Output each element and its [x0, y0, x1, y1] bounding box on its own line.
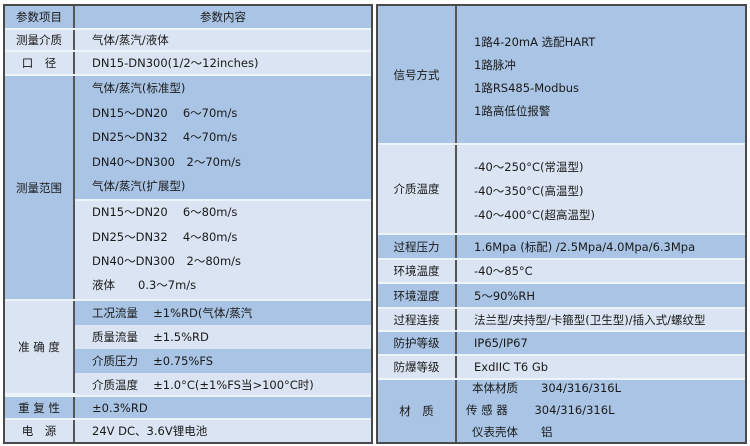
row-accuracy: 准 确 度 工况流量 ±1%RD(气体/蒸汽 质量流量 ±1.5%RD 介质压力… [5, 299, 371, 397]
signal-line: 1路RS485-Modbus [474, 81, 580, 95]
header-row: 参数项目 参数内容 [5, 6, 371, 30]
row-protection: 防护等级 IP65/IP67 [378, 332, 745, 356]
row-power: 电 源 24V DC、3.6V锂电池 [5, 420, 371, 442]
row-ambient-temp: 环境温度 -40～85°C [378, 260, 745, 284]
row-pressure: 过程压力 1.6Mpa (标配) /2.5Mpa/4.0Mpa/6.3Mpa [378, 235, 745, 260]
header-value: 参数内容 [200, 10, 246, 24]
range-line: DN25～DN32 4～70m/s [92, 130, 238, 144]
material-line: 传 感 器 304/316/316L [466, 403, 615, 417]
row-value: ±0.3%RD [92, 400, 148, 415]
row-value: 本体材质 304/316/316L 传 感 器 304/316/316L 仪表壳… [457, 380, 745, 442]
row-explosion: 防爆等级 ExdIIC T6 Gb [378, 356, 745, 380]
accuracy-line: 介质压力 ±0.75%FS [75, 349, 371, 373]
row-value: DN15-DN300(1/2～12inches) [92, 56, 259, 70]
header-key: 参数项目 [5, 6, 75, 28]
row-key: 重 复 性 [5, 397, 75, 418]
row-medium-temp: 介质温度 -40～250°C(常温型) -40～350°C(高温型) -40～4… [378, 145, 745, 235]
row-value: 5～90%RH [474, 288, 536, 303]
row-key: 测量范围 [5, 76, 75, 299]
row-value: 气体/蒸汽(标准型) DN15～DN20 6～70m/s DN25～DN32 4… [75, 76, 371, 299]
row-diameter: 口 径 DN15-DN300(1/2～12inches) [5, 52, 371, 76]
row-humidity: 环境湿度 5～90%RH [378, 284, 745, 309]
range-line: 气体/蒸汽(扩展型) [92, 179, 186, 193]
range-line: DN15～DN20 6～70m/s [92, 105, 238, 120]
signal-line: 1路4-20mA 选配HART [474, 35, 596, 49]
row-key: 防护等级 [378, 332, 457, 354]
temp-line: -40～400°C(超高温型) [474, 208, 595, 222]
row-key: 环境温度 [378, 260, 457, 282]
row-key: 口 径 [5, 52, 75, 74]
row-value: ExdIIC T6 Gb [474, 360, 549, 374]
row-key: 信号方式 [378, 6, 457, 143]
accuracy-line: 质量流量 ±1.5%RD [75, 325, 371, 349]
row-value: 1路4-20mA 选配HART 1路脉冲 1路RS485-Modbus 1路高低… [457, 6, 745, 143]
row-material: 材 质 本体材质 304/316/316L 传 感 器 304/316/316L… [378, 380, 745, 442]
row-key: 防爆等级 [378, 356, 457, 378]
row-value: 气体/蒸汽/液体 [92, 33, 169, 47]
row-value: IP65/IP67 [474, 336, 528, 350]
row-key: 过程压力 [378, 235, 457, 258]
row-signal: 信号方式 1路4-20mA 选配HART 1路脉冲 1路RS485-Modbus… [378, 6, 745, 145]
temp-line: -40～350°C(高温型) [474, 184, 584, 198]
accuracy-line: 介质温度 ±1.0°C(±1%FS当>100°C时) [75, 373, 371, 397]
range-line: 气体/蒸汽(标准型) [92, 81, 186, 95]
row-key: 电 源 [5, 420, 75, 442]
row-value: 1.6Mpa (标配) /2.5Mpa/4.0Mpa/6.3Mpa [474, 239, 696, 254]
range-line: DN40～DN300 2～70m/s [92, 154, 242, 169]
range-line: DN40～DN300 2～80m/s [92, 254, 242, 268]
row-key: 介质温度 [378, 145, 457, 233]
row-value: -40～250°C(常温型) -40～350°C(高温型) -40～400°C(… [457, 145, 745, 233]
range-line: DN25～DN32 4～80m/s [92, 230, 238, 244]
range-line: DN15～DN20 6～80m/s [92, 205, 238, 219]
row-key: 准 确 度 [5, 301, 75, 393]
row-key: 材 质 [378, 380, 457, 442]
row-range: 测量范围 气体/蒸汽(标准型) DN15～DN20 6～70m/s DN25～D… [5, 76, 371, 299]
row-key: 测量介质 [5, 30, 75, 50]
row-connection: 过程连接 法兰型/夹持型/卡箍型(卫生型)/插入式/螺纹型 [378, 309, 745, 332]
spec-table-right: 信号方式 1路4-20mA 选配HART 1路脉冲 1路RS485-Modbus… [376, 4, 747, 444]
row-value: 24V DC、3.6V锂电池 [92, 424, 208, 438]
signal-line: 1路脉冲 [474, 58, 516, 72]
material-line: 仪表壳体 铝 [472, 425, 553, 439]
row-value: 工况流量 ±1%RD(气体/蒸汽 质量流量 ±1.5%RD 介质压力 ±0.75… [75, 301, 371, 397]
row-value: 法兰型/夹持型/卡箍型(卫生型)/插入式/螺纹型 [474, 312, 706, 327]
accuracy-line: 工况流量 ±1%RD(气体/蒸汽 [75, 301, 371, 325]
range-line: 液体 0.3～7m/s [92, 278, 197, 292]
signal-line: 1路高低位报警 [474, 104, 551, 118]
spec-table-left: 参数项目 参数内容 测量介质 气体/蒸汽/液体 口 径 DN15-DN300(1… [3, 4, 373, 444]
material-line: 本体材质 304/316/316L [472, 381, 622, 395]
temp-line: -40～250°C(常温型) [474, 160, 584, 174]
row-repeatability: 重 复 性 ±0.3%RD [5, 395, 371, 420]
row-value: -40～85°C [474, 264, 533, 278]
row-key: 环境湿度 [378, 284, 457, 307]
row-medium: 测量介质 气体/蒸汽/液体 [5, 30, 371, 52]
row-key: 过程连接 [378, 309, 457, 330]
